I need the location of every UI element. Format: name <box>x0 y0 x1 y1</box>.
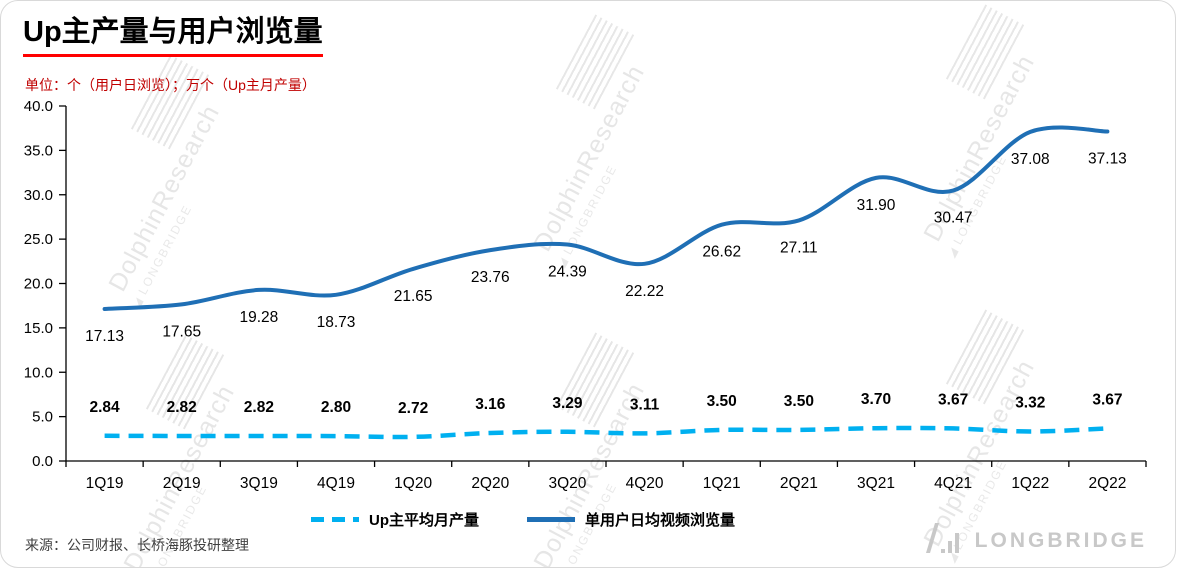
x-axis-label: 2Q19 <box>163 475 201 492</box>
chart-legend: Up主平均月产量 单用户日均视频浏览量 <box>1 509 1175 530</box>
x-axis-label: 4Q20 <box>626 475 664 492</box>
y-axis-label: 35.0 <box>24 142 53 159</box>
y-axis-label: 20.0 <box>24 276 53 293</box>
x-axis-labels: 1Q19 2Q19 3Q19 4Q19 1Q20 2Q20 3Q20 4Q20 1Q21 2Q21… <box>86 475 1127 492</box>
series-line-0 <box>104 425 1108 440</box>
data-label: 2.82 <box>244 399 274 416</box>
data-label: 3.50 <box>707 393 737 410</box>
data-label: 2.84 <box>89 399 120 416</box>
longbridge-logo-text: LONGBRIDGE <box>974 529 1147 552</box>
data-label: 23.76 <box>471 269 510 286</box>
data-label: 31.90 <box>857 197 896 214</box>
y-axis-label: 10.0 <box>24 364 53 381</box>
x-axis-label: 4Q21 <box>934 475 972 492</box>
data-label: 19.28 <box>239 309 278 326</box>
x-axis-label: 4Q19 <box>317 475 355 492</box>
x-axis-label: 2Q21 <box>780 475 818 492</box>
y-axis-label: 30.0 <box>24 187 53 204</box>
data-label: 3.16 <box>475 396 506 413</box>
data-label: 3.67 <box>1092 391 1122 408</box>
y-axis-label: 0.0 <box>32 453 53 470</box>
data-label: 17.65 <box>162 323 201 340</box>
x-axis-label: 2Q22 <box>1088 475 1126 492</box>
longbridge-logo-icon <box>925 523 959 553</box>
x-axis-label: 1Q19 <box>86 475 124 492</box>
y-axis-label: 5.0 <box>32 409 53 426</box>
x-axis-label: 1Q21 <box>703 475 741 492</box>
watermark-hatch-pattern <box>945 4 1025 100</box>
data-label: 22.22 <box>625 283 664 300</box>
x-axis-label: 3Q21 <box>857 475 895 492</box>
data-labels-series-0: 2.84 2.82 2.82 2.80 2.72 3.16 3.29 3.11 3.50 3.50… <box>89 391 1122 417</box>
series-line-1 <box>102 125 1110 311</box>
legend-dashed-line-sample <box>310 517 359 522</box>
x-axis-label: 3Q19 <box>240 475 278 492</box>
data-label: 24.39 <box>548 264 587 281</box>
source-note: 来源：公司财报、长桥海豚投研整理 <box>25 537 249 553</box>
legend-item-daily-views: 单用户日均视频浏览量 <box>526 509 735 530</box>
legend-label: 单用户日均视频浏览量 <box>584 512 735 529</box>
data-label: 30.47 <box>934 210 973 227</box>
chart-units-subtitle: 单位：个（用户日浏览）；万个（Up主月产量） <box>25 77 316 93</box>
data-label: 37.13 <box>1088 150 1127 167</box>
data-label: 2.82 <box>167 399 197 416</box>
data-label: 3.50 <box>784 393 814 410</box>
data-label: 3.29 <box>552 395 583 412</box>
data-label: 3.11 <box>630 396 660 413</box>
longbridge-logo: LONGBRIDGE <box>924 523 1147 553</box>
x-axis-label: 1Q20 <box>394 475 432 492</box>
legend-item-monthly-output: Up主平均月产量 <box>310 509 479 530</box>
page-title: Up主产量与用户浏览量 <box>23 16 323 57</box>
data-label: 26.62 <box>702 244 741 261</box>
data-label: 21.65 <box>394 288 433 305</box>
y-axis-label: 25.0 <box>24 231 53 248</box>
line-chart: 0.0 5.0 10.0 15.0 20.0 25.0 30.0 35.0 40.0 1Q19 2Q… <box>24 98 1147 492</box>
data-label: 37.08 <box>1011 151 1050 168</box>
axes <box>59 105 1147 467</box>
data-label: 27.11 <box>780 239 818 256</box>
data-label: 17.13 <box>85 328 124 345</box>
data-label: 3.67 <box>938 391 968 408</box>
data-label: 2.80 <box>321 399 351 416</box>
data-label: 18.73 <box>317 314 356 331</box>
legend-solid-line-sample <box>526 517 575 522</box>
y-axis-labels: 0.0 5.0 10.0 15.0 20.0 25.0 30.0 35.0 40.0 <box>24 98 53 470</box>
y-axis-label: 15.0 <box>24 320 53 337</box>
x-axis-label: 3Q20 <box>548 475 586 492</box>
x-axis-label: 2Q20 <box>471 475 509 492</box>
y-axis-label: 40.0 <box>24 98 53 115</box>
data-label: 2.72 <box>398 400 428 417</box>
data-label: 3.32 <box>1015 395 1045 412</box>
x-axis-label: 1Q22 <box>1011 475 1049 492</box>
legend-label: Up主平均月产量 <box>368 512 479 529</box>
data-label: 3.70 <box>861 391 891 408</box>
